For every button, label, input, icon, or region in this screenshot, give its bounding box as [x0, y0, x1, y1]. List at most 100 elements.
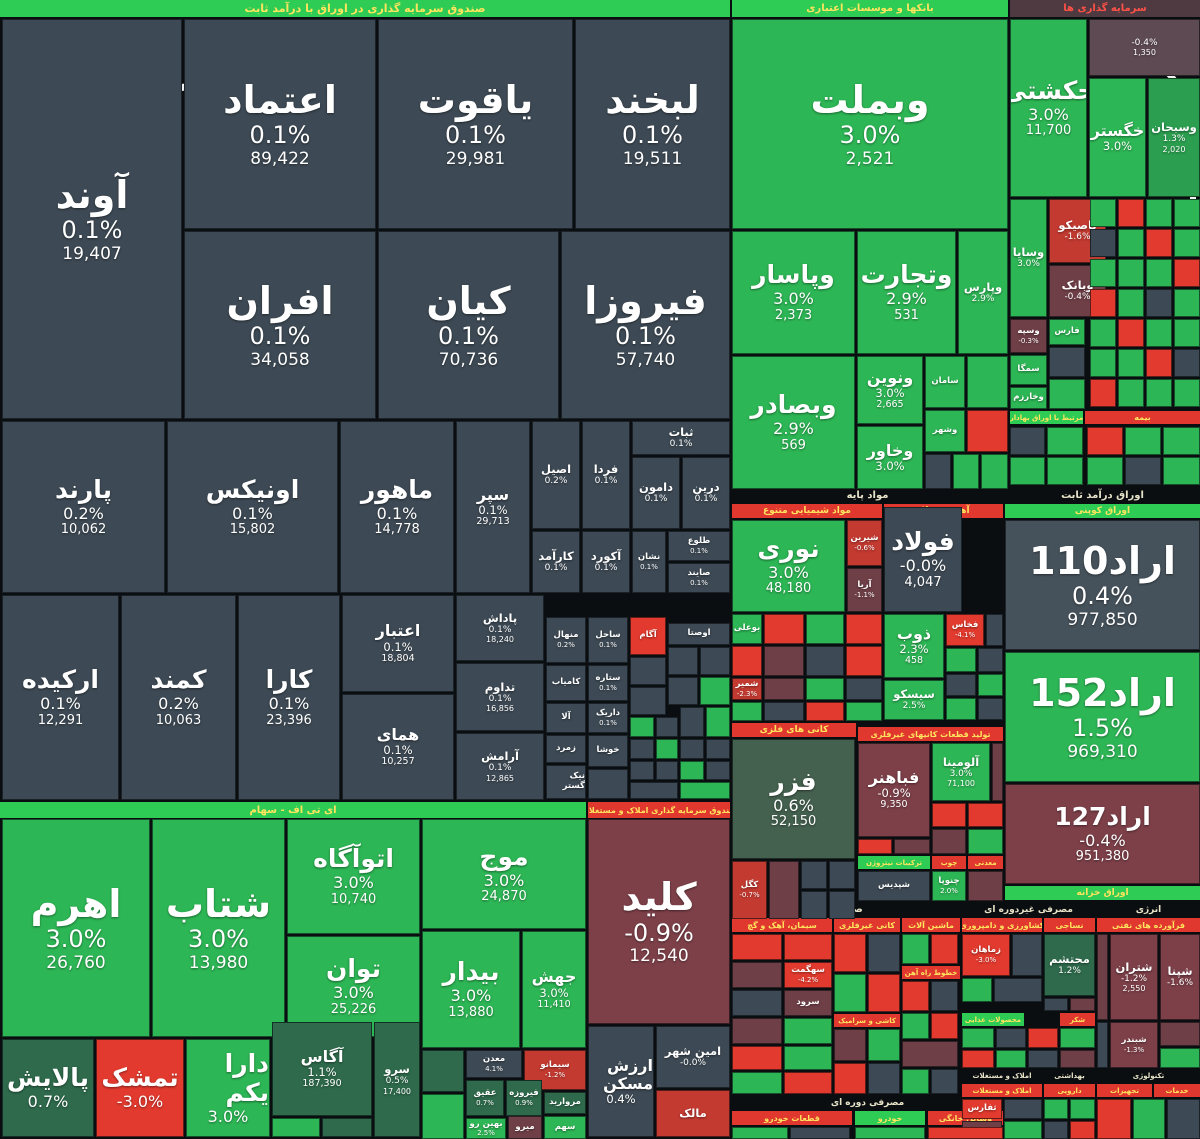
treemap-tile[interactable] [855, 1127, 925, 1139]
treemap-tile[interactable] [700, 647, 730, 675]
treemap-tile[interactable]: بهین رو 2.5% [466, 1118, 506, 1139]
treemap-tile[interactable]: سیمانو -1.2% [524, 1050, 586, 1090]
treemap-tile[interactable]: شمیر -2.3% [732, 678, 762, 700]
treemap-tile[interactable]: اصیل 0.2% [532, 421, 580, 529]
treemap-tile[interactable] [1097, 1099, 1131, 1139]
treemap-tile[interactable]: کگل -0.7% [732, 861, 767, 919]
treemap-tile[interactable]: سرو 0.5% 17,400 [374, 1022, 420, 1137]
treemap-tile[interactable] [732, 934, 782, 960]
treemap-tile[interactable] [1010, 457, 1045, 485]
treemap-tile[interactable]: آوند 0.1% 19,407 [2, 19, 182, 419]
treemap-tile[interactable] [1070, 1121, 1095, 1139]
treemap-tile[interactable] [806, 614, 844, 644]
treemap-tile[interactable] [1125, 427, 1161, 455]
treemap-tile[interactable]: وتجارت 2.9% 531 [857, 231, 956, 354]
treemap-tile[interactable] [978, 698, 1003, 720]
treemap-tile[interactable]: منهال 0.2% [546, 617, 586, 663]
treemap-tile[interactable] [1090, 349, 1116, 377]
treemap-tile[interactable] [1146, 379, 1172, 407]
treemap-tile[interactable] [996, 1028, 1026, 1048]
treemap-tile[interactable] [706, 739, 730, 759]
treemap-tile[interactable]: ساحل 0.1% [588, 617, 628, 663]
treemap-tile[interactable] [806, 702, 844, 721]
treemap-tile[interactable]: وپارس 2.9% [958, 231, 1008, 354]
treemap-tile[interactable]: اونیکس 0.1% 15,802 [167, 421, 338, 593]
treemap-tile[interactable]: زمرد [546, 735, 586, 763]
treemap-tile[interactable]: اعتبار 0.1% 18,804 [342, 595, 454, 692]
treemap-tile[interactable] [422, 1050, 464, 1092]
treemap-tile[interactable] [764, 702, 804, 721]
treemap-tile[interactable] [1047, 457, 1083, 485]
treemap-tile[interactable]: اتوآگاه 3.0% 10,740 [287, 819, 420, 934]
treemap-tile[interactable]: تمشک -3.0% [96, 1039, 184, 1137]
treemap-tile[interactable] [732, 1018, 782, 1044]
treemap-tile[interactable] [1090, 289, 1116, 317]
treemap-tile[interactable]: درین 0.1% [682, 457, 730, 529]
treemap-tile[interactable]: حکشتی3.0%11,700 [1010, 19, 1087, 197]
treemap-tile[interactable]: کیان 0.1% 70,736 [378, 231, 559, 419]
treemap-tile[interactable] [846, 678, 882, 700]
treemap-tile[interactable] [868, 934, 900, 972]
treemap-tile[interactable] [806, 678, 844, 700]
treemap-tile[interactable] [946, 698, 976, 720]
treemap-tile[interactable] [1044, 1099, 1068, 1119]
treemap-tile[interactable] [962, 1050, 994, 1068]
treemap-tile[interactable] [1049, 347, 1085, 377]
treemap-tile[interactable] [1004, 1099, 1042, 1119]
treemap-tile[interactable]: اراد127 -0.4% 951,380 [1005, 784, 1200, 884]
treemap-tile[interactable] [932, 803, 966, 827]
treemap-tile[interactable] [1160, 1022, 1200, 1046]
treemap-tile[interactable] [322, 1118, 372, 1137]
treemap-tile[interactable]: کارا 0.1% 23,396 [238, 595, 340, 800]
treemap-tile[interactable]: سمگا [1010, 355, 1047, 385]
treemap-tile[interactable]: طلوع 0.1% [668, 531, 730, 561]
treemap-tile[interactable] [868, 1029, 900, 1061]
treemap-tile[interactable] [764, 646, 804, 676]
treemap-tile[interactable]: شپنا -1.6% [1160, 934, 1200, 1020]
treemap-tile[interactable] [1174, 349, 1200, 377]
treemap-tile[interactable] [967, 356, 1008, 408]
treemap-tile[interactable]: سامان [925, 356, 965, 408]
treemap-tile[interactable] [981, 454, 1008, 489]
treemap-tile[interactable] [978, 674, 1003, 696]
treemap-tile[interactable]: وشهر [925, 410, 965, 452]
treemap-tile[interactable] [868, 974, 900, 1012]
treemap-tile[interactable] [834, 934, 866, 972]
treemap-tile[interactable]: فولاد -0.0% 4,047 [884, 507, 962, 612]
treemap-tile[interactable] [630, 782, 678, 799]
treemap-tile[interactable]: محتشم 1.2% [1044, 934, 1095, 996]
treemap-tile[interactable]: ثفارس [962, 1099, 1002, 1119]
treemap-tile[interactable] [732, 990, 782, 1016]
treemap-tile[interactable] [962, 978, 992, 1002]
treemap-tile[interactable]: سهگمت -4.2% [784, 962, 832, 988]
treemap-tile[interactable] [894, 839, 930, 854]
treemap-tile[interactable] [764, 614, 804, 644]
treemap-tile[interactable] [1097, 1022, 1108, 1068]
treemap-tile[interactable] [1118, 229, 1144, 257]
treemap-tile[interactable] [1047, 427, 1083, 455]
treemap-tile[interactable]: معدن 4.1% [466, 1050, 522, 1078]
treemap-tile[interactable]: کامیاب [546, 665, 586, 701]
treemap-tile[interactable] [732, 702, 762, 721]
treemap-tile[interactable]: پارند 0.2% 10,062 [2, 421, 165, 593]
treemap-tile[interactable] [931, 1069, 958, 1094]
treemap-tile[interactable] [1174, 199, 1200, 227]
treemap-tile[interactable] [1087, 457, 1123, 485]
treemap-tile[interactable]: فباهنر -0.9% 9,350 [858, 743, 930, 837]
treemap-tile[interactable]: ذوب 2.3% 458 [884, 614, 944, 678]
treemap-tile[interactable] [1097, 934, 1108, 1020]
treemap-tile[interactable] [1133, 1099, 1165, 1139]
treemap-tile[interactable]: فزر 0.6% 52,150 [732, 739, 855, 859]
treemap-tile[interactable]: بوعلی [732, 614, 762, 644]
treemap-tile[interactable]: پاداش 0.1% 18,240 [456, 595, 544, 661]
treemap-tile[interactable]: آکورد 0.1% [582, 531, 630, 593]
treemap-tile[interactable]: شبندر -1.3% [1110, 1022, 1158, 1068]
treemap-tile[interactable] [680, 761, 704, 780]
treemap-tile[interactable]: جهش 3.0% 11,410 [522, 931, 586, 1048]
treemap-tile[interactable] [846, 614, 882, 644]
treemap-tile[interactable] [630, 739, 654, 759]
treemap-tile[interactable] [732, 1072, 782, 1094]
treemap-tile[interactable] [829, 861, 855, 889]
treemap-tile[interactable]: وسپه -0.3% [1010, 319, 1047, 353]
treemap-tile[interactable] [1118, 259, 1144, 287]
